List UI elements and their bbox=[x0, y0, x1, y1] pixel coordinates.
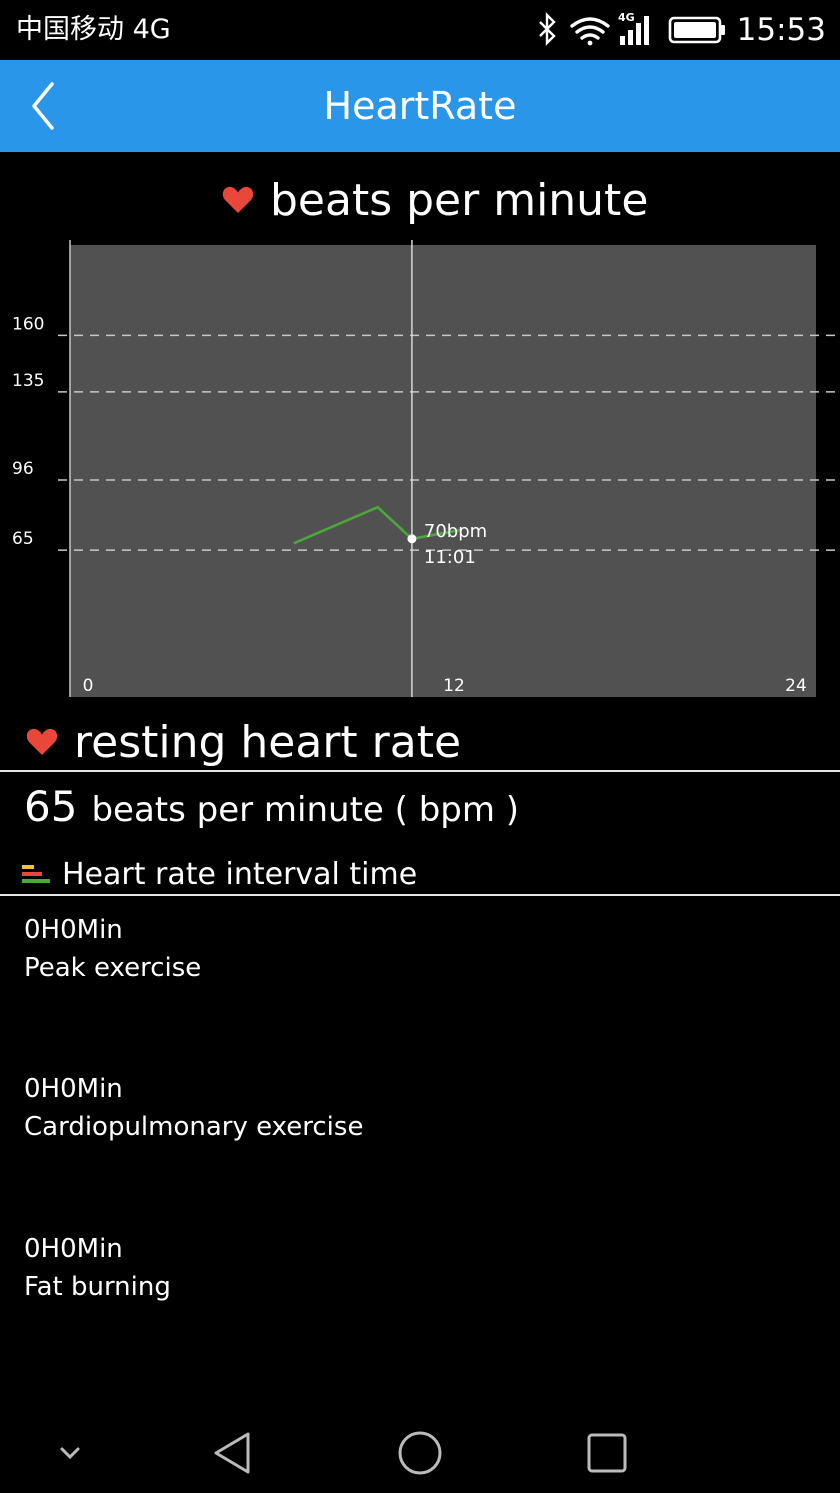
divider bbox=[0, 770, 840, 772]
network-badge: 4G bbox=[618, 12, 635, 24]
resting-bpm-unit: beats per minute ( bpm ) bbox=[91, 790, 520, 830]
cursor-value-label: 70bpm bbox=[424, 521, 487, 542]
status-icons: 4G bbox=[539, 12, 725, 46]
back-triangle-icon bbox=[214, 1432, 250, 1474]
bpm-section-header: beats per minute bbox=[222, 170, 648, 230]
signal-icon: 4G bbox=[618, 12, 649, 45]
heart-rate-chart[interactable]: 160 135 96 65 0 12 24 70bpm 11:01 bbox=[0, 235, 840, 705]
page-title: HeartRate bbox=[323, 84, 517, 128]
system-nav-bar bbox=[0, 1410, 840, 1493]
zone-label: Cardiopulmonary exercise bbox=[24, 1112, 364, 1142]
wifi-icon bbox=[570, 17, 610, 46]
interval-section-title: Heart rate interval time bbox=[62, 856, 418, 892]
plot-area bbox=[70, 245, 816, 697]
bpm-section-title: beats per minute bbox=[270, 174, 649, 226]
zone-cardiopulmonary-exercise: 0H0Min Cardiopulmonary exercise bbox=[24, 1070, 363, 1146]
x-tick-label: 12 bbox=[443, 676, 465, 696]
nav-hide-button[interactable] bbox=[45, 1428, 95, 1478]
home-circle-icon bbox=[398, 1431, 442, 1475]
x-tick-label: 0 bbox=[83, 676, 94, 696]
bluetooth-icon bbox=[539, 12, 556, 46]
cursor-time-label: 11:01 bbox=[424, 547, 476, 568]
resting-section-title: resting heart rate bbox=[74, 716, 462, 768]
y-tick-label: 96 bbox=[12, 459, 34, 479]
back-button[interactable] bbox=[20, 76, 80, 136]
chevron-down-icon bbox=[60, 1447, 80, 1460]
app-bar: HeartRate bbox=[0, 60, 840, 152]
divider bbox=[0, 894, 840, 896]
resting-value: 65 beats per minute ( bpm ) bbox=[24, 782, 519, 838]
y-tick-label: 65 bbox=[12, 529, 34, 549]
battery-icon bbox=[668, 16, 725, 44]
resting-section-header: resting heart rate bbox=[26, 712, 461, 772]
clock: 15:53 bbox=[736, 12, 826, 48]
bar-legend-icon bbox=[22, 865, 50, 883]
zone-label: Fat burning bbox=[24, 1272, 171, 1302]
zone-fat-burning: 0H0Min Fat burning bbox=[24, 1230, 171, 1306]
zone-time: 0H0Min bbox=[24, 1074, 123, 1104]
zone-label: Peak exercise bbox=[24, 953, 202, 983]
heart-icon bbox=[222, 186, 254, 213]
y-tick-label: 135 bbox=[12, 371, 44, 391]
nav-recents-button[interactable] bbox=[582, 1428, 632, 1478]
interval-section-header: Heart rate interval time bbox=[22, 854, 417, 894]
nav-back-button[interactable] bbox=[208, 1428, 258, 1478]
zone-time: 0H0Min bbox=[24, 1234, 123, 1264]
zone-time: 0H0Min bbox=[24, 915, 123, 945]
y-tick-label: 160 bbox=[12, 314, 44, 334]
x-tick-label: 24 bbox=[785, 676, 807, 696]
heart-icon bbox=[26, 728, 58, 755]
zone-peak-exercise: 0H0Min Peak exercise bbox=[24, 911, 201, 987]
recents-square-icon bbox=[587, 1433, 627, 1473]
resting-bpm-number: 65 bbox=[24, 782, 78, 831]
nav-home-button[interactable] bbox=[395, 1428, 445, 1478]
carrier-label: 中国移动 4G bbox=[16, 14, 171, 45]
cursor-point bbox=[407, 534, 417, 544]
chevron-left-icon bbox=[32, 82, 54, 130]
heart-rate-line bbox=[293, 505, 462, 545]
status-bar: 中国移动 4G 4G 15:53 bbox=[0, 0, 840, 60]
